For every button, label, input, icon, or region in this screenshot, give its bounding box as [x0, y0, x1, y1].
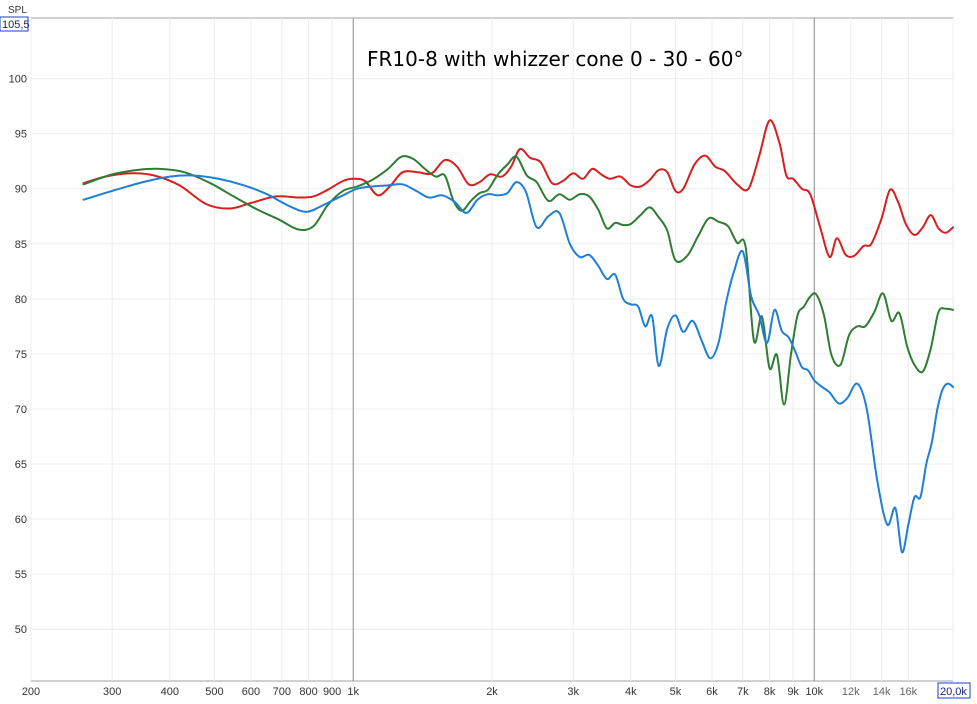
x-tick-label: 10k	[805, 686, 823, 698]
x-tick-label: 900	[323, 686, 341, 698]
x-tick-label: 14k	[873, 686, 891, 698]
grid-lines	[30, 18, 954, 681]
y-axis-label: SPL	[8, 5, 27, 16]
y-tick-label: 85	[15, 239, 27, 251]
y-tick-label: 95	[15, 129, 27, 141]
x-axis-ticks: 200 300 400 500 600 700 800 900 1k 2k 3k 4k 5k 6k 7k 8k…	[22, 686, 918, 698]
x-tick-label: 400	[161, 686, 179, 698]
x-tick-label: 16k	[899, 686, 917, 698]
x-tick-label: 2k	[486, 686, 498, 698]
x-max-box[interactable]: 20,0k	[937, 682, 971, 699]
x-tick-label: 300	[103, 686, 121, 698]
y-max-box[interactable]: 105,5	[0, 16, 30, 32]
x-tick-label: 9k	[787, 686, 799, 698]
y-tick-label: 80	[15, 294, 27, 306]
x-tick-label: 5k	[670, 686, 682, 698]
y-tick-label: 50	[15, 624, 27, 636]
x-tick-label: 1k	[347, 686, 359, 698]
y-max-label: 105,5	[2, 19, 30, 31]
x-max-label: 20,0k	[940, 686, 967, 698]
y-tick-label: 100	[9, 74, 27, 86]
y-tick-label: 90	[15, 184, 27, 196]
y-tick-label: 60	[15, 514, 27, 526]
x-tick-label: 6k	[706, 686, 718, 698]
x-tick-label: 200	[22, 686, 40, 698]
x-tick-label: 12k	[842, 686, 860, 698]
x-tick-label: 700	[273, 686, 291, 698]
y-tick-label: 75	[15, 349, 27, 361]
y-tick-label: 70	[15, 404, 27, 416]
x-tick-label: 7k	[737, 686, 749, 698]
x-tick-label: 800	[299, 686, 317, 698]
series-line-green	[82, 155, 954, 406]
y-axis-ticks: 50 55 60 65 70 75 80 85 90 95 100	[9, 74, 27, 637]
chart-title: FR10-8 with whizzer cone 0 - 30 - 60°	[367, 47, 743, 71]
x-tick-label: 4k	[625, 686, 637, 698]
x-tick-label: 600	[242, 686, 260, 698]
x-tick-label: 500	[205, 686, 223, 698]
x-tick-label: 8k	[764, 686, 776, 698]
series-line-blue	[82, 174, 954, 554]
y-tick-label: 65	[15, 459, 27, 471]
y-tick-label: 55	[15, 569, 27, 581]
x-tick-label: 3k	[567, 686, 579, 698]
series-line-red	[82, 119, 954, 258]
series-lines	[82, 119, 954, 554]
